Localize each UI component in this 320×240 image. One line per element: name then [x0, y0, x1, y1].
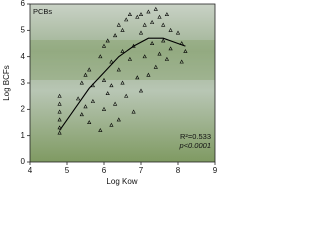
- y-tick-label: 1: [21, 131, 26, 140]
- data-point: [90, 98, 96, 103]
- data-point: [157, 51, 162, 56]
- data-point: [138, 12, 144, 17]
- data-point: [142, 54, 147, 59]
- data-point: [57, 130, 62, 135]
- x-tick-label: 6: [102, 166, 107, 175]
- data-point: [83, 72, 88, 77]
- x-axis-label: Log Kow: [106, 177, 137, 186]
- y-tick-label: 6: [21, 0, 26, 8]
- data-point: [164, 56, 169, 61]
- data-point: [124, 17, 129, 22]
- data-point: [120, 48, 125, 53]
- y-axis-label: Log BCFs: [2, 65, 11, 101]
- data-point: [79, 80, 84, 85]
- data-point: [113, 33, 118, 38]
- data-point: [57, 101, 62, 106]
- data-point: [105, 91, 110, 96]
- data-point: [135, 14, 140, 19]
- page: {"chart_data": {"type": "scatter", "xlab…: [2, 0, 218, 187]
- data-point: [168, 27, 173, 32]
- data-point: [138, 88, 144, 93]
- data-point: [183, 48, 188, 53]
- data-point: [57, 109, 62, 114]
- data-point: [142, 22, 147, 27]
- data-point: [101, 106, 107, 111]
- fit-curve: [59, 37, 186, 131]
- data-point: [153, 64, 158, 69]
- data-point: [83, 104, 88, 109]
- photo-background: [30, 4, 215, 162]
- data-point: [87, 67, 92, 72]
- data-point: [120, 27, 125, 32]
- y-tick-label: 2: [21, 104, 26, 113]
- data-point: [168, 46, 173, 51]
- data-point: [175, 30, 181, 35]
- data-point: [150, 41, 155, 45]
- data-point: [138, 30, 144, 35]
- data-point: [113, 101, 118, 106]
- data-point: [101, 77, 107, 82]
- annotation: PCBs: [33, 7, 52, 16]
- data-point: [127, 56, 132, 61]
- data-point: [135, 75, 140, 80]
- data-point: [161, 38, 166, 43]
- data-point: [57, 93, 62, 98]
- data-point: [109, 122, 114, 127]
- annotation: p<0.0001: [179, 141, 212, 150]
- x-tick-label: 5: [65, 166, 70, 175]
- y-tick-label: 3: [21, 78, 26, 87]
- data-point: [131, 109, 136, 114]
- data-point: [127, 12, 132, 17]
- data-point: [116, 117, 121, 122]
- data-point: [161, 22, 166, 27]
- data-point: [120, 80, 125, 85]
- x-tick-label: 4: [28, 166, 33, 175]
- y-tick-label: 4: [21, 52, 26, 61]
- data-point: [153, 6, 158, 11]
- chart: Log Kow Log BCFs 4 5 6 7 8 9 0 1 2 3 4 5 6 PCBs R²=0.5…: [2, 0, 218, 186]
- data-point: [124, 93, 129, 98]
- data-point: [76, 96, 81, 101]
- y-tick-label: 0: [21, 157, 26, 166]
- x-tick-label: 8: [176, 166, 181, 175]
- data-point: [150, 19, 155, 24]
- data-point: [57, 117, 62, 122]
- data-point: [146, 72, 151, 77]
- data-point: [101, 43, 107, 48]
- data-point: [87, 120, 92, 124]
- data-point: [157, 14, 162, 19]
- data-point: [164, 12, 169, 17]
- data-point: [109, 59, 114, 64]
- y-tick-label: 5: [21, 25, 26, 34]
- data-point: [109, 83, 114, 88]
- data-point: [116, 22, 121, 27]
- data-point: [98, 127, 103, 132]
- x-tick-label: 7: [139, 166, 144, 175]
- data-point: [98, 54, 103, 59]
- data-point: [116, 67, 121, 72]
- data-point: [79, 112, 84, 117]
- annotation: R²=0.533: [180, 132, 211, 141]
- data-point: [57, 125, 62, 130]
- x-tick-label: 9: [213, 166, 218, 175]
- data-point: [179, 59, 184, 64]
- data-point: [105, 38, 110, 43]
- tree-band: [30, 40, 215, 80]
- data-point: [146, 9, 151, 14]
